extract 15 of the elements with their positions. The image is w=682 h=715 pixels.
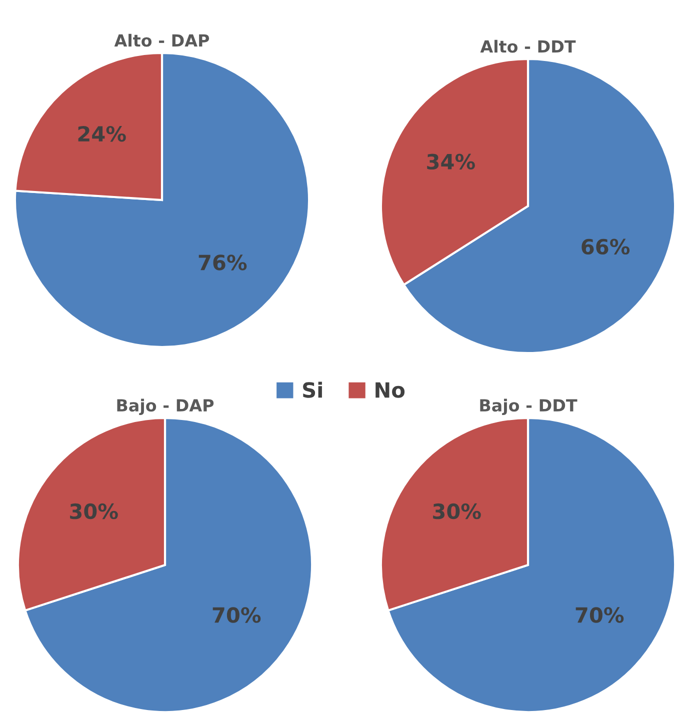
data-label: 34% [427,154,475,170]
data-label: 24% [78,126,126,142]
data-label: 76% [198,254,247,270]
chart-title: Bajo - DDT [480,398,578,415]
chart-title: Alto - DAP [114,34,210,47]
legend-label: Si [303,382,322,398]
data-label: 66% [582,238,630,255]
data-label: 70% [576,607,624,623]
legend-label: No [376,382,405,398]
data-label: 70% [212,607,261,623]
chart-title: Bajo - DAP [117,398,214,415]
data-label: 30% [433,503,481,520]
data-label: 30% [70,503,118,520]
pie-slice [14,52,310,348]
chart-title: Alto - DDT [480,40,576,53]
